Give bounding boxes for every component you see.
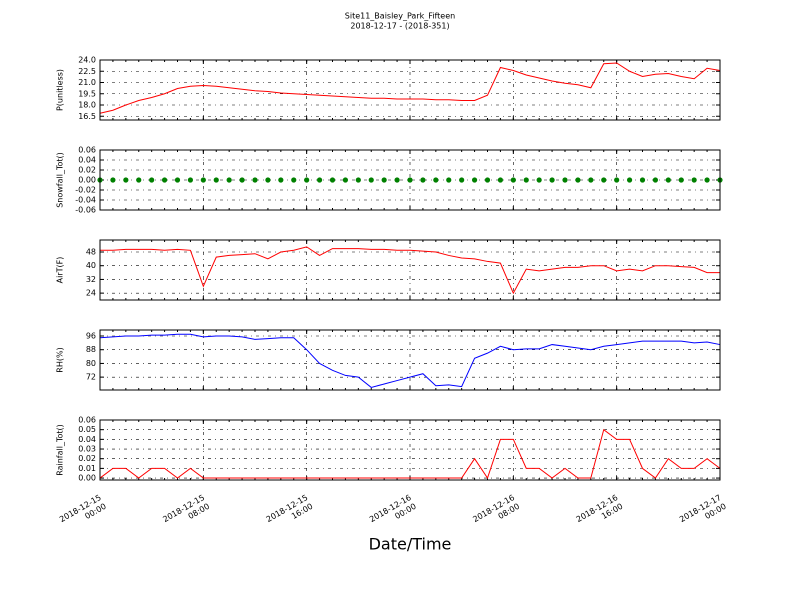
data-point (187, 177, 194, 183)
y-tick-label: -0.06 (75, 206, 96, 215)
y-tick-label: 96 (86, 332, 96, 341)
y-tick-label: 48 (86, 248, 96, 257)
y-tick-label: -0.02 (75, 186, 96, 195)
plot-frame (99, 149, 721, 211)
y-tick-label: 32 (86, 275, 96, 284)
y-tick-label: 16.5 (78, 112, 96, 121)
chart-subtitle: 2018-12-17 - (2018-351) (350, 22, 449, 31)
data-point (665, 177, 671, 183)
plot-frame (99, 59, 721, 121)
y-tick-label: 0.06 (78, 146, 96, 155)
data-line (99, 428, 721, 480)
y-tick-label: 80 (86, 359, 96, 368)
y-axis-title: Snowfall_Tot() (56, 152, 65, 208)
y-tick-label: 21.0 (78, 78, 96, 87)
y-tick-label: 0.02 (78, 166, 96, 175)
data-point (149, 177, 155, 183)
data-point (316, 177, 323, 183)
data-point (239, 177, 245, 183)
data-point (265, 177, 271, 183)
plot-frame (99, 239, 721, 301)
data-point (510, 177, 516, 183)
data-point (536, 177, 542, 183)
data-point (562, 177, 568, 183)
data-point (549, 177, 555, 183)
data-point (252, 177, 258, 183)
y-axis-title: AirT(F) (56, 257, 65, 284)
y-tick-label: 88 (86, 345, 96, 354)
data-point (161, 177, 168, 183)
y-tick-label: -0.04 (75, 196, 96, 205)
y-tick-label: 0.05 (78, 425, 96, 434)
data-point (523, 177, 529, 183)
chart-title: Site11_Baisley_Park_Fifteen (345, 12, 455, 21)
data-point (678, 177, 684, 183)
data-point (226, 177, 232, 183)
y-tick-label: 24.0 (78, 56, 96, 65)
y-axis-title: Rainfall_Tot() (56, 424, 65, 476)
data-point (588, 177, 594, 183)
data-point (484, 177, 491, 183)
y-axis-title: P(unitless) (56, 69, 65, 111)
data-point (342, 177, 349, 183)
y-tick-label: 0.04 (78, 156, 96, 165)
data-point (446, 177, 452, 183)
y-tick-label: 0.03 (78, 445, 96, 454)
data-point (407, 177, 413, 183)
data-point (433, 177, 439, 183)
data-point (368, 177, 374, 183)
data-point (200, 177, 206, 183)
data-point (394, 177, 400, 183)
data-line (99, 333, 721, 388)
data-point (136, 177, 142, 183)
x-axis-title: Date/Time (369, 535, 452, 554)
data-point (626, 177, 633, 183)
data-point (329, 177, 336, 183)
y-tick-label: 0.00 (78, 176, 96, 185)
data-point (575, 177, 581, 183)
y-tick-label: 0.04 (78, 435, 96, 444)
y-tick-label: 0.01 (78, 464, 96, 473)
data-point (614, 177, 620, 183)
y-tick-label: 72 (86, 373, 96, 382)
data-point (639, 177, 646, 183)
data-point (497, 177, 504, 183)
data-point (355, 177, 361, 183)
data-line (100, 246, 720, 295)
data-point (278, 177, 284, 183)
y-axis-title: RH(%) (56, 347, 65, 372)
plot-frame (99, 419, 721, 481)
y-tick-label: 40 (86, 261, 96, 270)
y-tick-label: 19.5 (78, 89, 96, 98)
data-point (601, 177, 607, 183)
y-tick-label: 0.02 (78, 454, 96, 463)
data-point (304, 177, 310, 183)
data-point (420, 177, 426, 183)
data-point (471, 177, 478, 183)
y-tick-label: 0.06 (78, 416, 96, 425)
data-point (704, 177, 710, 183)
data-point (691, 177, 697, 183)
data-point (110, 177, 116, 183)
data-point (381, 177, 387, 183)
data-point (213, 177, 219, 183)
data-point (291, 177, 297, 183)
y-tick-label: 22.5 (78, 67, 96, 76)
data-line (99, 62, 721, 114)
data-point (652, 177, 659, 183)
y-tick-label: 0.00 (78, 474, 96, 483)
data-point (123, 177, 129, 183)
plot-frame (99, 329, 721, 391)
y-tick-label: 18.0 (78, 101, 96, 110)
data-point (174, 177, 181, 183)
y-tick-label: 24 (86, 289, 96, 298)
data-point (459, 177, 465, 183)
